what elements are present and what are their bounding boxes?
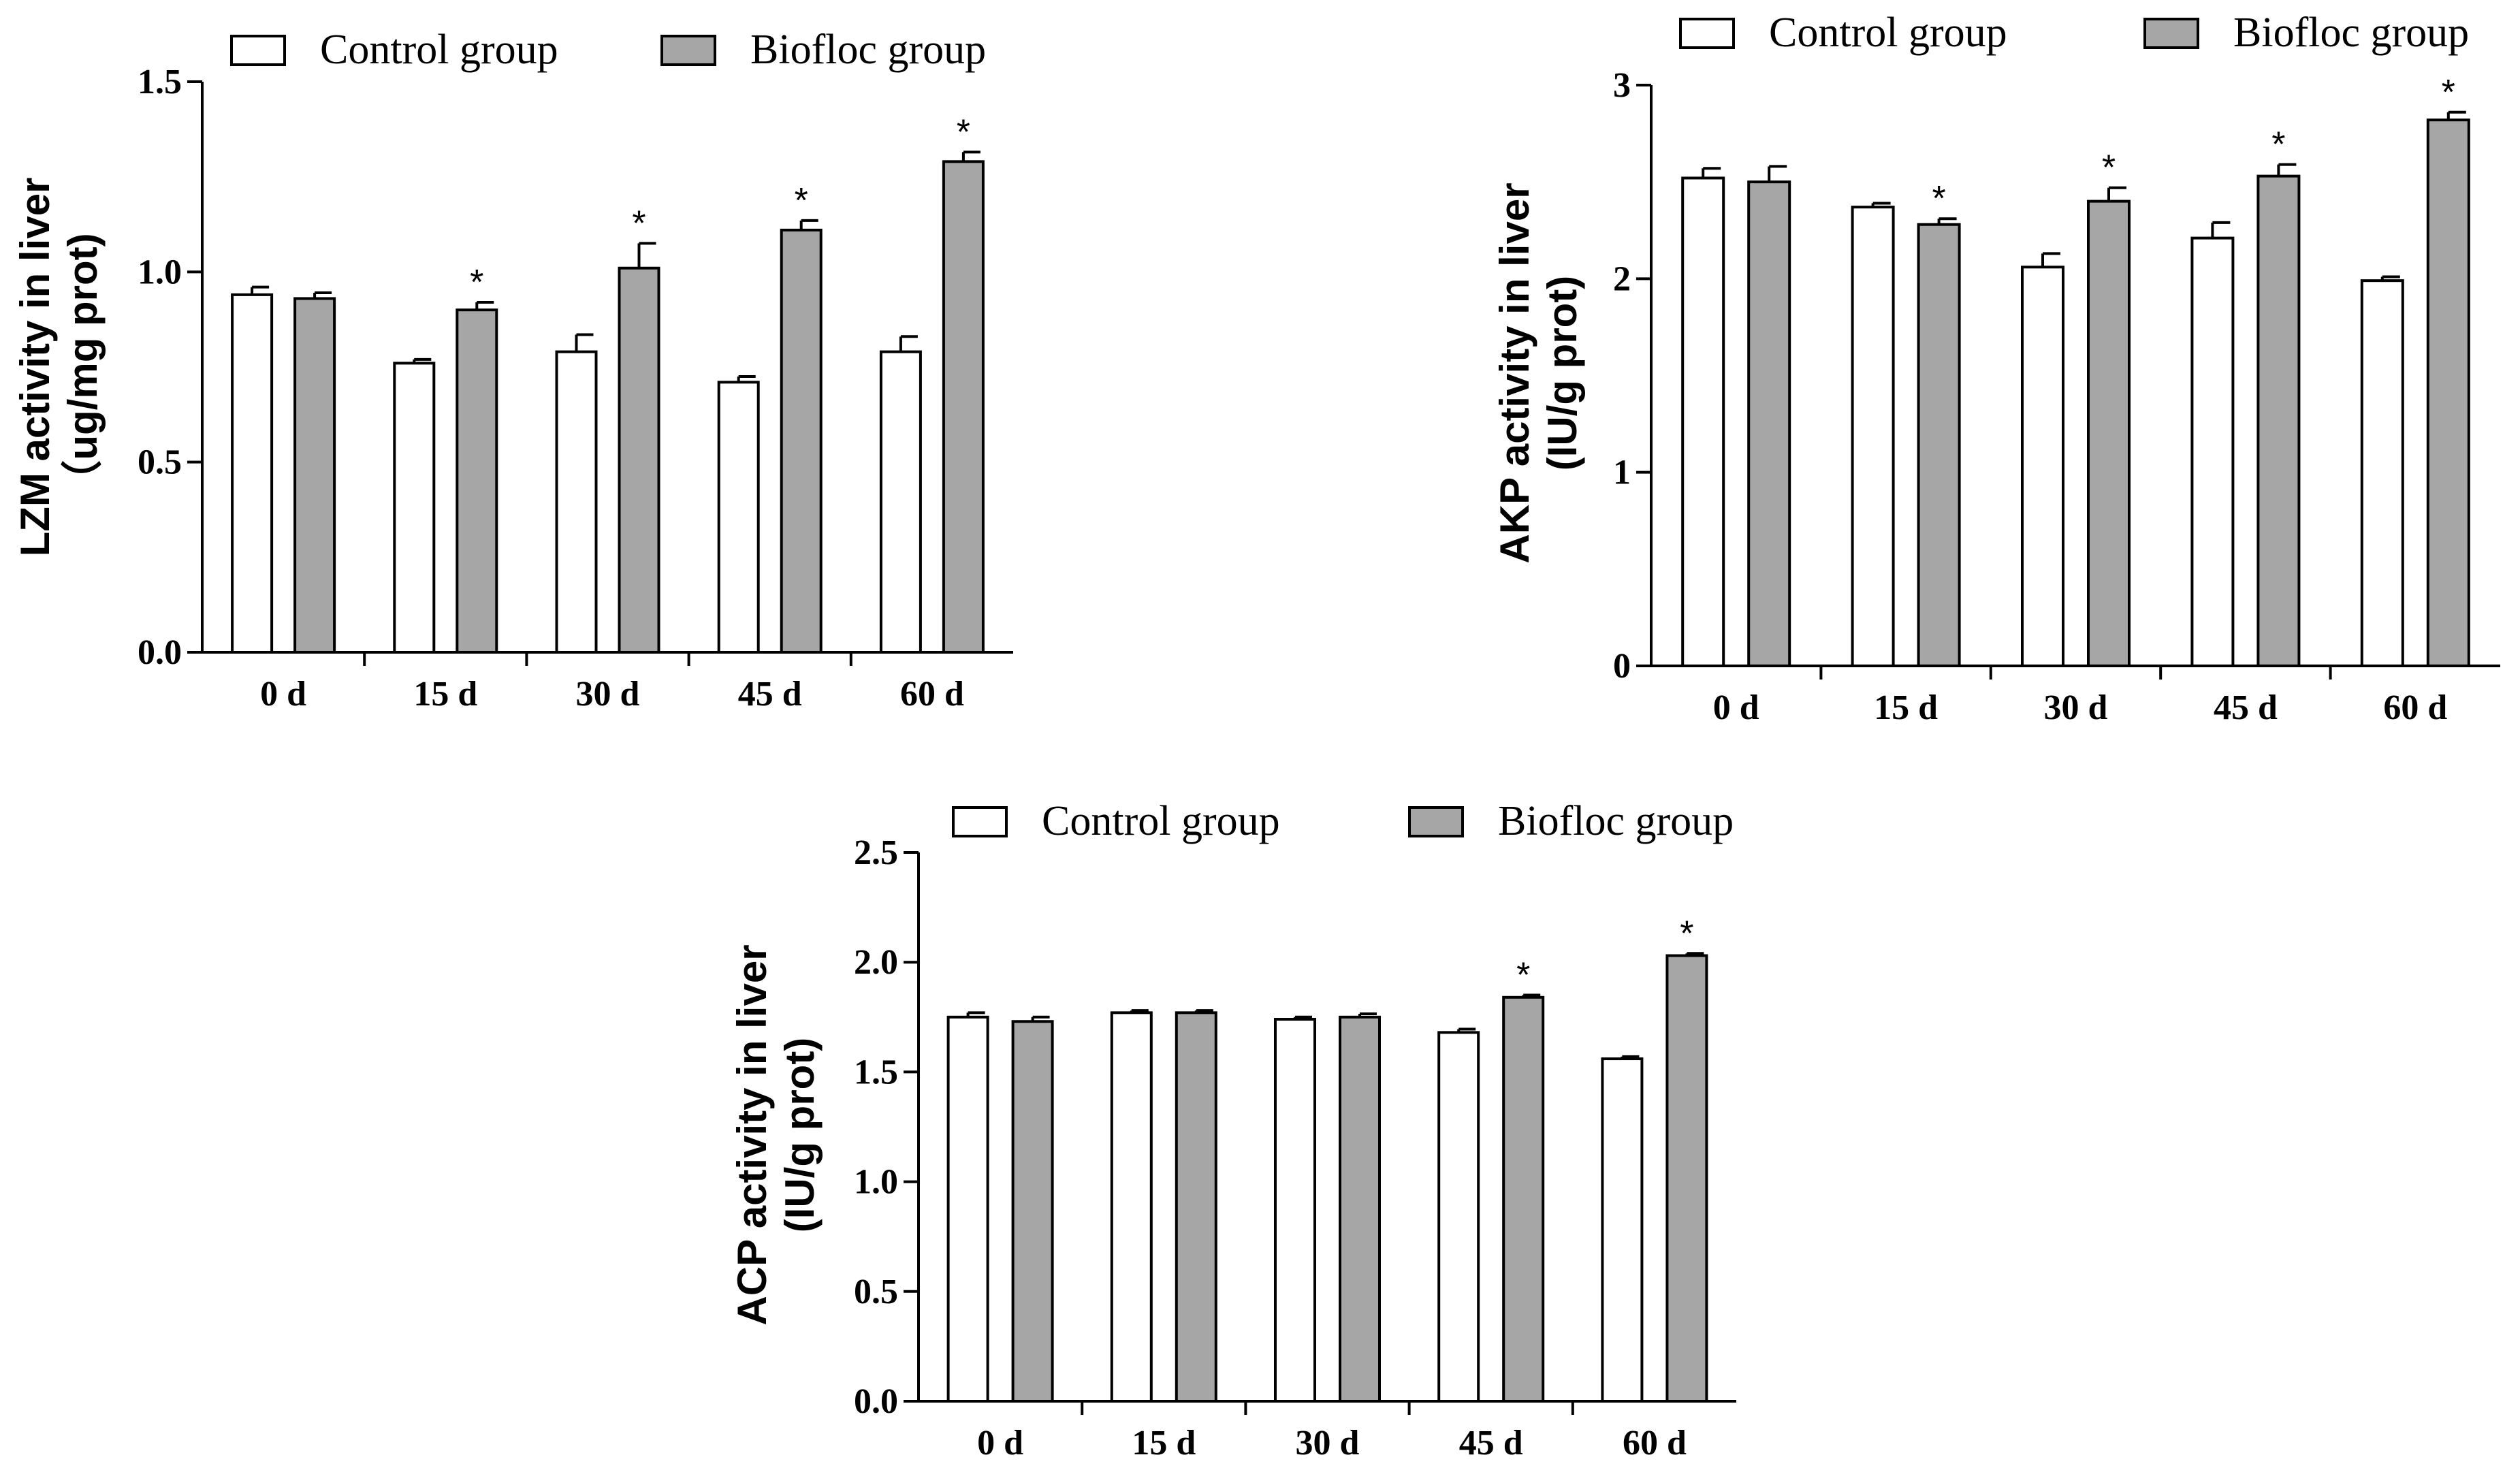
- significance-marker: *: [2271, 125, 2285, 165]
- y-tick-label: 1: [1613, 453, 1631, 492]
- bar-control: [946, 1015, 989, 1403]
- x-tick-label: 30 d: [576, 675, 640, 714]
- legend-label-biofloc: Biofloc group: [750, 27, 986, 73]
- y-axis-label-line2: （ug/mg prot): [60, 233, 106, 500]
- bar-biofloc: [456, 308, 498, 654]
- legend-label-biofloc: Biofloc group: [1498, 798, 1734, 844]
- bar-control: [717, 381, 760, 654]
- y-axis-label-line1: AKP activity in liver: [1492, 182, 1537, 563]
- x-tick-label: 0 d: [1713, 688, 1759, 727]
- y-axis-label-line1: ACP activity in liver: [729, 944, 775, 1325]
- bar-biofloc: [1665, 954, 1708, 1403]
- y-axis-label-line1: LZM activity in liver: [12, 178, 58, 557]
- bar-control: [1437, 1031, 1480, 1403]
- legend-swatch-control: [230, 35, 286, 66]
- x-tick-label: 60 d: [900, 675, 964, 714]
- y-axis-label-line2: (IU/g prot): [1540, 276, 1585, 471]
- y-tick-label: 1.0: [138, 253, 182, 291]
- bar-control: [231, 293, 274, 654]
- bar-control: [1681, 176, 1725, 668]
- x-tick-label: 15 d: [1874, 688, 1938, 727]
- x-tick-label: 15 d: [413, 675, 477, 714]
- bar-biofloc: [1917, 223, 1961, 668]
- legend: Control group Biofloc group: [1679, 10, 2469, 56]
- y-tick-label: 1.0: [854, 1163, 898, 1202]
- legend-swatch-control: [952, 806, 1008, 837]
- bar-biofloc: [1175, 1011, 1217, 1403]
- bar-biofloc: [1011, 1020, 1054, 1403]
- bar-control: [555, 350, 598, 654]
- bar-biofloc: [1339, 1015, 1381, 1403]
- chart-panel-acp: 0.0 0.5 1.0 1.5 2.0 2.5 ACP activity in liver(…: [729, 798, 1736, 1463]
- y-axis-label: LZM activity in liver （ug/mg prot): [12, 178, 106, 557]
- y-tick-label: 1.5: [138, 63, 182, 101]
- bar-biofloc: [1502, 995, 1545, 1403]
- legend-swatch-biofloc: [1408, 806, 1464, 837]
- legend-label-biofloc: Biofloc group: [2233, 10, 2469, 56]
- x-tick-label: 60 d: [1623, 1424, 1687, 1463]
- bar-biofloc: [780, 228, 823, 654]
- chart-panel-lzm: 0.0 0.5 1.0 1.5 LZM activity in liver （ug/mg …: [12, 27, 1013, 714]
- significance-marker: *: [2442, 73, 2455, 112]
- y-tick-label: 3: [1613, 66, 1631, 105]
- legend: Control group Biofloc group: [230, 27, 986, 73]
- bar-biofloc: [618, 266, 660, 654]
- y-tick-label: 0.5: [854, 1273, 898, 1311]
- bar-biofloc: [293, 297, 336, 654]
- x-tick-label: 30 d: [2044, 688, 2108, 727]
- x-tick-label: 30 d: [1296, 1424, 1360, 1463]
- bar-control: [2021, 266, 2064, 668]
- x-tick-label: 0 d: [260, 675, 306, 714]
- bar-control: [2190, 236, 2235, 667]
- bar-biofloc: [1747, 180, 1791, 667]
- legend-label-control: Control group: [1042, 798, 1280, 844]
- significance-marker: *: [632, 204, 645, 243]
- bar-control: [1110, 1011, 1153, 1403]
- bar-control: [2360, 279, 2404, 667]
- bar-control: [879, 350, 922, 654]
- chart-panel-akp: 0 1 2 3 AKP activity in liver (IU/g prot) 0 d 1…: [1492, 10, 2500, 727]
- bar-control: [1601, 1057, 1644, 1403]
- bar-biofloc: [942, 160, 985, 654]
- significance-marker: *: [795, 181, 808, 221]
- significance-marker: *: [470, 263, 483, 302]
- x-tick-label: 0 d: [977, 1424, 1023, 1463]
- x-tick-label: 45 d: [738, 675, 802, 714]
- y-tick-label: 1.5: [854, 1053, 898, 1091]
- legend-swatch-biofloc: [660, 35, 716, 66]
- bar-biofloc: [2256, 174, 2301, 667]
- significance-marker: *: [1516, 956, 1530, 995]
- y-axis-label: AKP activity in liver (IU/g prot): [1492, 182, 1585, 563]
- significance-marker: *: [1932, 179, 1945, 219]
- x-tick-label: 60 d: [2383, 688, 2447, 727]
- bar-biofloc: [2426, 118, 2470, 667]
- legend: Control group Biofloc group: [952, 798, 1734, 844]
- y-tick-label: 0: [1613, 647, 1631, 686]
- legend-label-control: Control group: [320, 27, 558, 73]
- y-tick-label: 2.5: [854, 833, 898, 872]
- y-axis-label-line2: (IU/g prot): [777, 1038, 823, 1233]
- x-tick-label: 45 d: [2214, 688, 2278, 727]
- y-tick-label: 2.0: [854, 943, 898, 982]
- y-axis-label: ACP activity in liver (IU/g prot): [729, 944, 823, 1325]
- y-tick-label: 0.0: [138, 633, 182, 672]
- bar-control: [1851, 206, 1895, 667]
- bar-control: [1274, 1018, 1316, 1403]
- legend-swatch-biofloc: [2143, 18, 2199, 49]
- bar-control: [393, 362, 436, 654]
- x-tick-label: 15 d: [1132, 1424, 1196, 1463]
- significance-marker: *: [1680, 914, 1693, 953]
- x-tick-label: 45 d: [1459, 1424, 1523, 1463]
- bar-biofloc: [2087, 199, 2131, 668]
- significance-marker: *: [957, 112, 970, 152]
- y-tick-label: 0.5: [138, 443, 182, 482]
- y-tick-label: 0.0: [854, 1382, 898, 1421]
- legend-label-control: Control group: [1769, 10, 2007, 56]
- legend-swatch-control: [1679, 18, 1735, 49]
- y-tick-label: 2: [1613, 259, 1631, 298]
- significance-marker: *: [2102, 148, 2116, 188]
